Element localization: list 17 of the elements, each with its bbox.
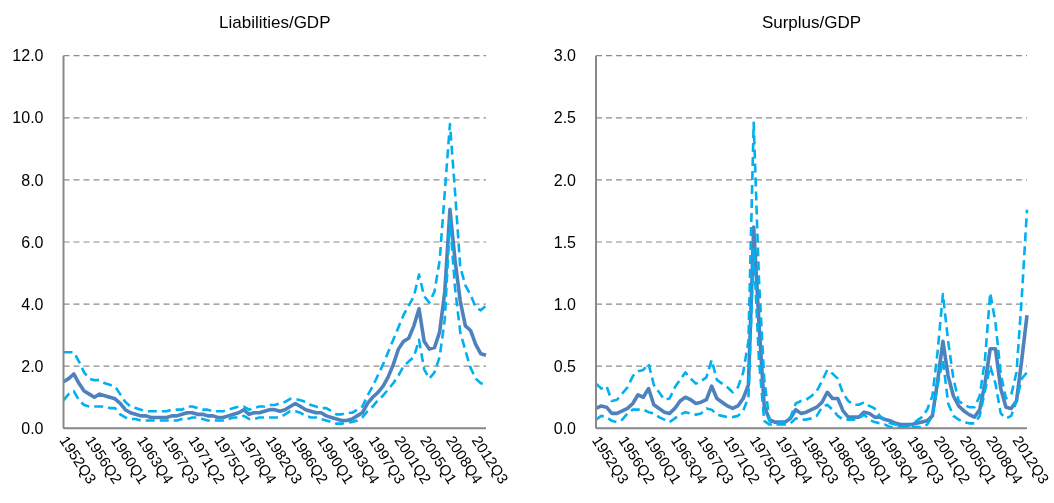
y-tick-label: 4.0 — [21, 295, 44, 313]
y-tick-label: 1.5 — [553, 233, 577, 251]
chart-title: Liabilities/GDP — [219, 13, 331, 32]
chart-title: Surplus/GDP — [761, 13, 862, 32]
y-tick-label: 0.0 — [553, 419, 577, 437]
y-tick-label: 2.0 — [21, 357, 44, 375]
y-tick-label: 6.0 — [21, 233, 44, 251]
y-tick-label: 2.5 — [553, 109, 577, 127]
y-tick-label: 3.0 — [553, 47, 577, 65]
y-tick-label: 10.0 — [12, 109, 44, 127]
y-tick-label: 2.0 — [553, 171, 577, 189]
y-tick-label: 8.0 — [21, 171, 44, 189]
y-tick-label: 12.0 — [12, 47, 44, 65]
y-tick-label: 0.0 — [21, 419, 44, 437]
y-tick-label: 1.0 — [553, 295, 577, 313]
line-series — [62, 122, 488, 416]
y-tick-label: 0.5 — [553, 357, 577, 375]
